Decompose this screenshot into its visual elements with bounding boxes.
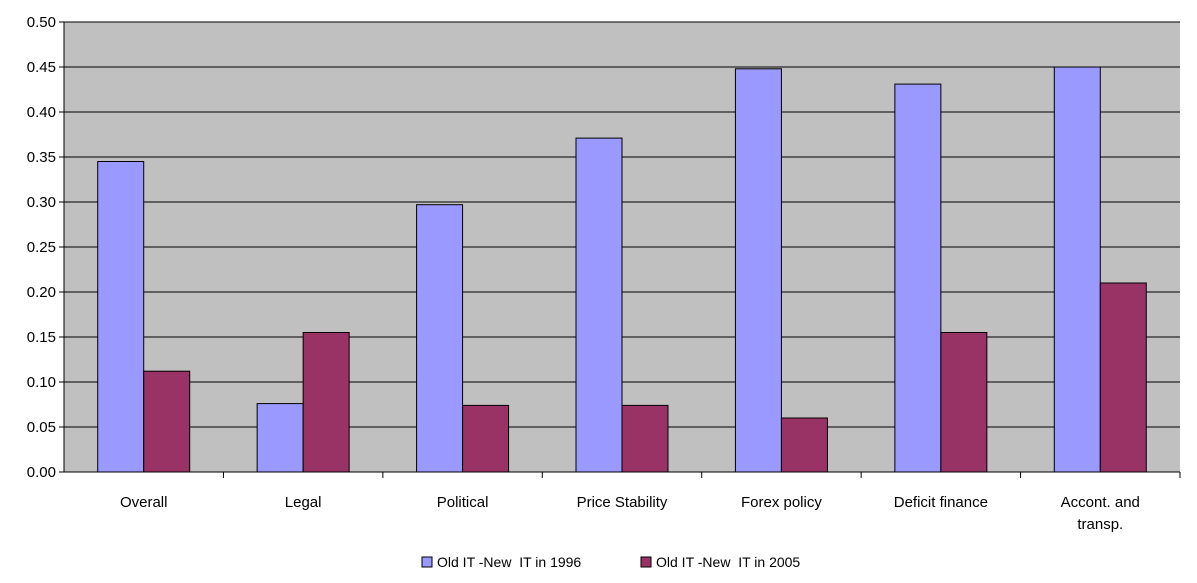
bar-2005-political [462, 404, 510, 473]
bar-2005-price-stability [621, 404, 669, 473]
bar-2005-accont-and-transp [1099, 282, 1147, 473]
y-tick-label: 0.40 [27, 104, 56, 121]
bar-1996-accont-and-transp [1053, 66, 1101, 473]
legend-label-2005: Old IT -New IT in 2005 [656, 554, 800, 570]
bar-1996-overall [97, 161, 145, 473]
y-tick-label: 0.20 [27, 284, 56, 301]
x-tick-label: Political [437, 494, 489, 511]
legend-label-1996: Old IT -New IT in 1996 [437, 554, 581, 570]
bar-2005-forex-policy [780, 417, 828, 473]
bar-2005-deficit-finance [940, 332, 988, 473]
bar-1996-deficit-finance [894, 83, 942, 473]
bar-2005-legal [302, 332, 350, 473]
y-tick-label: 0.10 [27, 374, 56, 391]
x-tick-label: Overall [120, 494, 168, 511]
plot-area: 0.00 0.05 0.10 0.15 0.20 0.25 0.30 0.35 0.40 0.45… [27, 14, 1181, 533]
y-tick-label: 0.30 [27, 194, 56, 211]
legend-swatch-1996 [421, 556, 433, 568]
x-tick-label: Forex policy [741, 494, 822, 511]
y-tick-label: 0.05 [27, 419, 56, 436]
y-tick-label: 0.50 [27, 14, 56, 31]
x-tick-label: Legal [285, 494, 322, 511]
y-tick-label: 0.25 [27, 239, 56, 256]
y-tick-label: 0.00 [27, 464, 56, 481]
bar-1996-political [416, 204, 464, 473]
bar-1996-legal [256, 403, 304, 473]
legend-swatch-2005 [640, 556, 652, 568]
x-tick-label: Deficit finance [894, 494, 988, 511]
bar-2005-overall [143, 370, 191, 473]
bar-1996-price-stability [575, 137, 623, 473]
x-tick-label: Accont. and transp. [1061, 494, 1140, 533]
legend: Old IT -New IT in 1996 Old IT -New IT in … [421, 554, 800, 570]
y-tick-label: 0.45 [27, 59, 56, 76]
y-tick-label: 0.15 [27, 329, 56, 346]
bar-1996-forex-policy [734, 68, 782, 473]
x-tick-label: Price Stability [577, 494, 668, 511]
y-tick-label: 0.35 [27, 149, 56, 166]
